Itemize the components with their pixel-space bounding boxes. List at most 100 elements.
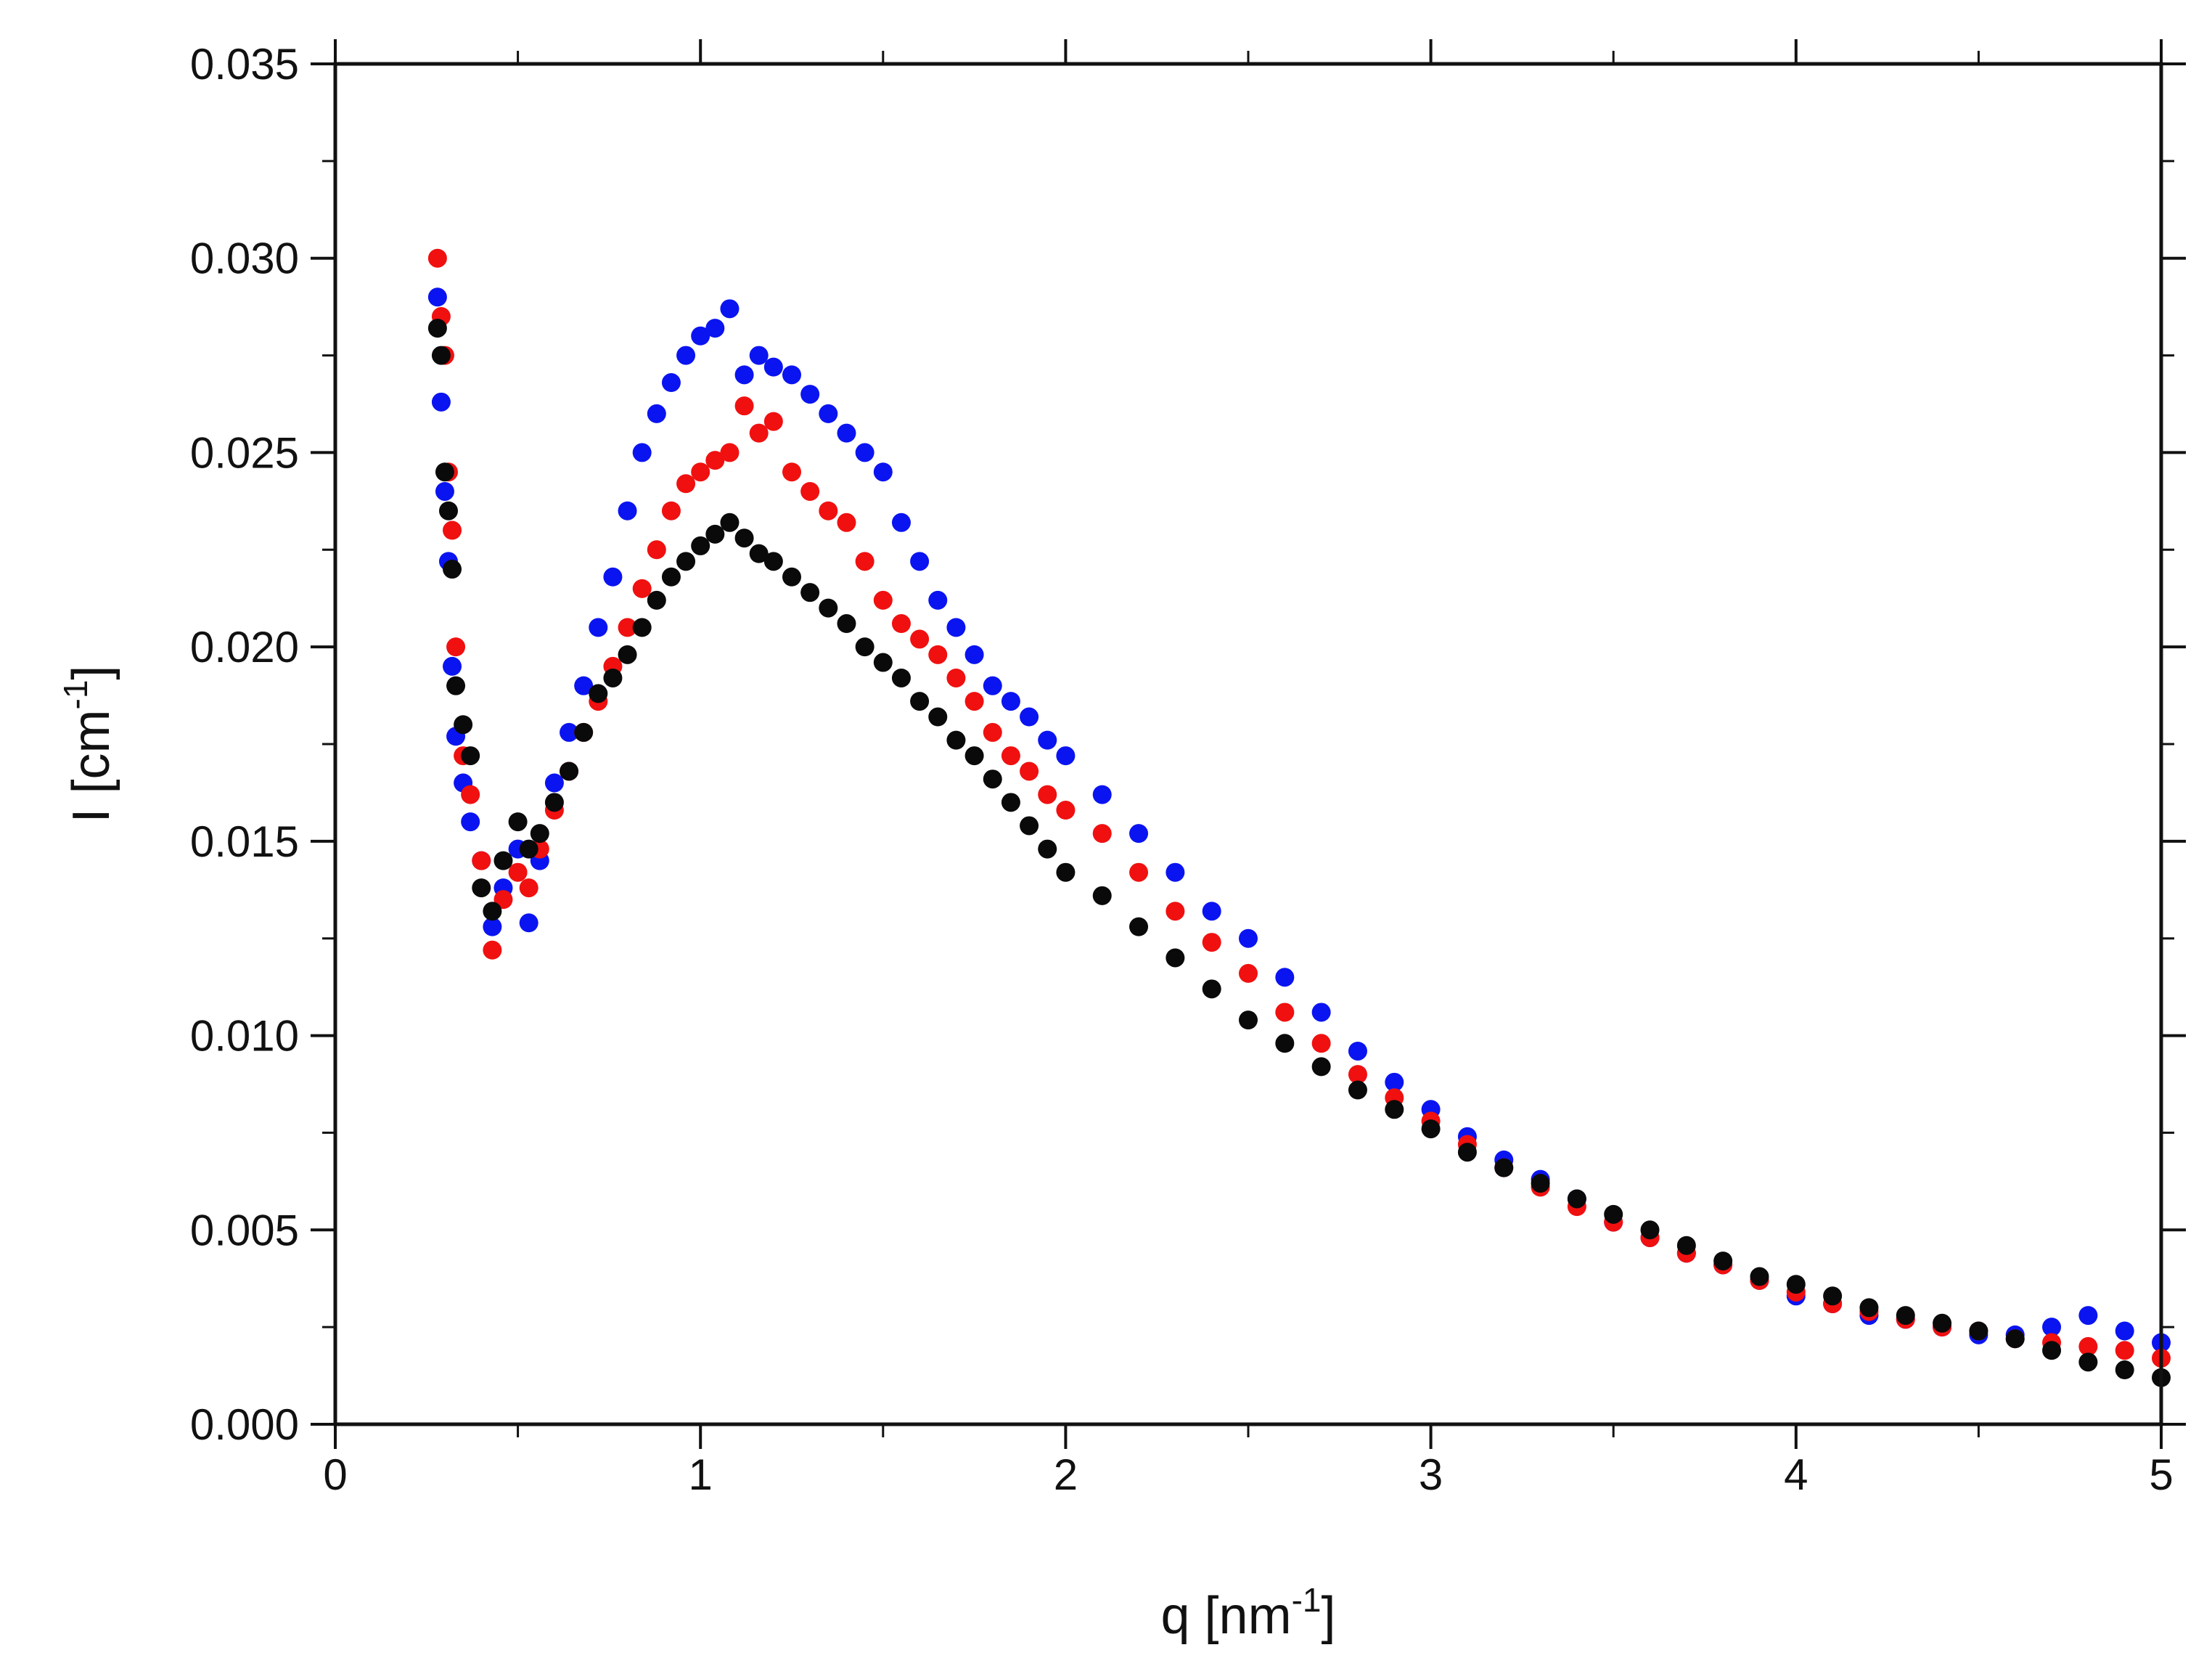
data-point-black: [1056, 862, 1076, 882]
data-point-black: [676, 552, 696, 571]
data-point-blue: [782, 365, 801, 385]
data-point-black: [1348, 1080, 1367, 1100]
data-point-black: [705, 524, 725, 544]
data-point-blue: [964, 645, 984, 664]
data-points-group: [427, 248, 2171, 1387]
data-point-blue: [1202, 902, 1221, 921]
data-point-blue: [734, 365, 754, 385]
data-point-red: [928, 645, 948, 664]
data-point-blue: [519, 913, 538, 933]
y-axis-title: I [cm-1]: [57, 666, 120, 823]
data-point-black: [438, 501, 458, 520]
data-point-black: [632, 618, 652, 637]
data-point-black: [1421, 1119, 1441, 1139]
axes-group: 0 1 2 3 4 5 0.000 0.005 0.010 0.015 0.020 0.025 0.03…: [190, 39, 2186, 1499]
data-point-blue: [603, 567, 623, 587]
data-point-blue: [1275, 968, 1295, 987]
data-point-black: [1275, 1034, 1295, 1053]
data-point-blue: [632, 443, 652, 462]
data-point-red: [472, 851, 491, 870]
data-point-blue: [2078, 1306, 2098, 1326]
data-point-black: [1969, 1321, 1988, 1341]
series-black: [427, 319, 2171, 1387]
data-point-blue: [855, 443, 874, 462]
data-point-blue: [2115, 1321, 2134, 1341]
data-point-red: [461, 785, 480, 804]
data-point-black: [603, 668, 623, 687]
data-point-blue: [461, 812, 480, 832]
data-point-black: [647, 590, 666, 610]
data-point-black: [1385, 1100, 1404, 1119]
data-point-black: [691, 536, 710, 555]
data-point-red: [946, 668, 966, 687]
data-point-red: [800, 481, 820, 501]
data-point-black: [1239, 1010, 1258, 1030]
data-point-red: [2115, 1341, 2134, 1360]
y-tick-label: 0.030: [190, 234, 299, 283]
data-point-black: [472, 878, 491, 898]
data-point-blue: [1166, 862, 1185, 882]
data-point-red: [763, 412, 783, 431]
data-point-red: [618, 618, 637, 637]
data-point-red: [837, 513, 856, 532]
data-point-black: [1640, 1220, 1660, 1240]
data-point-black: [763, 552, 783, 571]
data-point-red: [1239, 963, 1258, 983]
data-point-red: [483, 940, 502, 960]
data-point-red: [1092, 824, 1112, 844]
data-point-red: [519, 878, 538, 898]
data-point-blue: [691, 326, 710, 346]
data-point-blue: [560, 722, 579, 742]
data-point-blue: [983, 676, 1002, 695]
data-point-red: [1166, 902, 1185, 921]
data-point-black: [427, 319, 447, 338]
data-point-blue: [1239, 928, 1258, 948]
data-point-blue: [618, 501, 637, 520]
data-point-red: [1038, 785, 1057, 804]
data-point-black: [946, 730, 966, 750]
data-point-black: [2005, 1329, 2025, 1349]
data-point-red: [647, 540, 666, 560]
data-point-blue: [763, 357, 783, 377]
data-point-red: [632, 579, 652, 598]
data-point-black: [544, 793, 564, 812]
data-point-black: [2042, 1341, 2062, 1360]
data-point-blue: [1129, 824, 1149, 844]
data-point-black: [519, 839, 538, 859]
y-tick-label: 0.000: [190, 1400, 299, 1449]
data-point-black: [454, 715, 473, 735]
data-point-blue: [891, 513, 911, 532]
data-point-black: [1676, 1236, 1696, 1255]
data-point-blue: [661, 373, 681, 393]
data-point-blue: [1056, 746, 1076, 766]
data-point-red: [734, 396, 754, 416]
data-point-black: [618, 645, 637, 664]
data-point-blue: [749, 346, 769, 365]
data-point-blue: [589, 618, 608, 637]
data-point-blue: [1038, 730, 1057, 750]
data-point-black: [819, 598, 838, 618]
x-tick-label: 4: [1784, 1450, 1808, 1499]
x-tick-label: 0: [323, 1450, 347, 1499]
data-point-black: [1823, 1286, 1843, 1306]
data-point-blue: [676, 346, 696, 365]
data-point-red: [691, 462, 710, 482]
data-point-red: [705, 451, 725, 470]
data-point-blue: [544, 773, 564, 793]
data-point-black: [508, 812, 528, 832]
data-point-black: [530, 824, 549, 844]
data-point-red: [891, 614, 911, 634]
data-point-red: [782, 462, 801, 482]
data-point-black: [910, 692, 930, 711]
data-point-red: [1001, 746, 1020, 766]
data-point-red: [873, 590, 893, 610]
data-point-black: [1166, 948, 1185, 968]
data-point-black: [1567, 1189, 1586, 1209]
data-point-blue: [1311, 1003, 1331, 1022]
data-point-blue: [720, 299, 740, 319]
data-point-black: [1457, 1143, 1477, 1162]
y-tick-label: 0.035: [190, 40, 299, 89]
data-point-blue: [1001, 692, 1020, 711]
data-point-blue: [2042, 1318, 2062, 1337]
data-point-black: [1129, 917, 1149, 936]
